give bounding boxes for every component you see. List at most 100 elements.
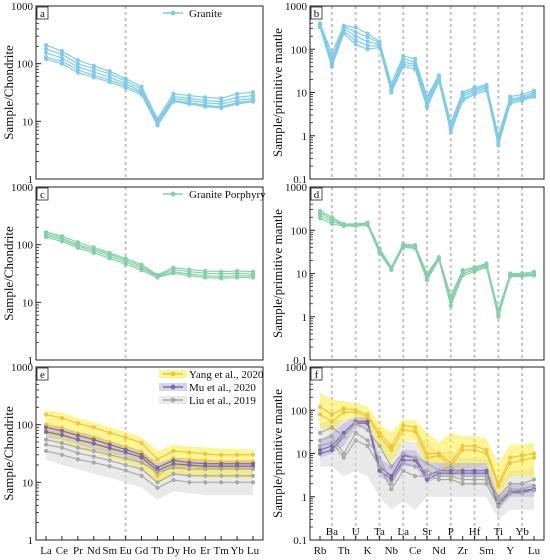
data-point [155,275,160,280]
data-point [365,414,370,420]
x-tick-label: U [352,526,360,538]
x-tick-label: Yb [515,526,529,538]
data-point [365,438,370,443]
legend-marker [170,191,176,197]
data-point [107,452,112,457]
data-point [365,43,370,48]
data-point [317,443,323,448]
data-point [424,474,430,479]
data-point [520,487,525,492]
data-point [424,455,430,460]
data-point [353,223,358,229]
panel-letter: a [40,8,45,20]
data-point [460,273,465,278]
y-tick-label: 10 [22,297,34,309]
series-line-c-3 [45,234,253,278]
data-point [59,452,65,457]
y-axis-label: Sample/primitive mantle [270,209,285,338]
panel-letter: c [40,189,45,201]
data-point [472,269,477,274]
data-point [91,460,96,465]
x-tick-label: Sm [479,545,494,557]
panel-letter-box [36,6,49,20]
x-tick-label: Ce [56,545,68,557]
series-line-e-6 [45,444,253,484]
panel-letter-box [310,367,323,381]
data-point [508,491,513,496]
panel-a: 1 10 100 1000 Sample/Chondrite a Granite [1,1,264,186]
data-point [43,412,49,417]
data-point [460,481,465,486]
data-point [59,432,65,438]
data-point [531,94,537,99]
data-point [91,75,96,80]
data-point [353,25,358,30]
series-line-e-8 [45,439,253,473]
data-point [353,42,358,47]
x-tick-label: Tm [214,545,230,557]
data-point [508,455,513,460]
plot-area-b [317,6,537,179]
data-point [353,29,358,35]
data-point [520,453,525,458]
data-point [43,46,49,52]
data-point [436,477,441,482]
data-point [219,480,224,485]
data-point [234,480,240,485]
data-point [171,461,176,466]
data-point [59,52,65,57]
data-point [75,421,80,426]
x-tick-label: Nd [87,545,101,557]
data-point [139,92,144,97]
legend-marker [170,10,176,16]
data-point [203,275,208,280]
data-point [496,314,501,319]
data-point [329,434,334,439]
y-tick-label: 1 [302,131,308,143]
plot-area-c [43,187,256,360]
x-tick-label: Sm [102,545,117,557]
data-point [377,45,382,50]
data-point [75,445,80,450]
y-axis-label: Sample/Chondrite [1,45,16,140]
data-point [59,415,65,421]
legend-marker [170,371,176,377]
data-point [234,91,240,96]
data-point [531,451,537,456]
data-point [365,31,370,36]
x-tick-label: Ba [326,526,338,538]
x-tick-label: Sr [422,526,432,538]
data-point [123,468,128,473]
data-point [472,481,477,486]
data-point [155,123,160,128]
data-point [187,473,192,478]
data-point [413,246,418,251]
series-line-e-1 [45,413,253,461]
data-point [460,474,465,479]
series-line-a-2 [45,48,254,123]
data-point [365,427,370,433]
data-point [234,473,240,478]
data-point [377,443,382,448]
data-point [250,466,256,472]
y-tick-label: 1000 [11,362,34,374]
data-point [389,90,394,95]
data-point [460,443,465,448]
data-point [401,427,406,433]
x-tick-label: Lu [528,545,541,557]
data-point [508,487,513,492]
legend-marker [170,384,176,390]
x-tick-label: Th [338,545,351,557]
data-point [531,483,537,488]
plot-area-d [317,187,537,360]
y-tick-label: 1 [28,174,34,186]
data-point [75,437,80,442]
data-point [413,425,418,430]
data-point [187,273,192,278]
panel-letter-box [310,187,323,201]
data-point [448,303,453,308]
data-point [155,470,160,475]
data-point [496,504,501,509]
series-line-c-4 [45,236,253,280]
plot-frame-c [35,186,264,361]
